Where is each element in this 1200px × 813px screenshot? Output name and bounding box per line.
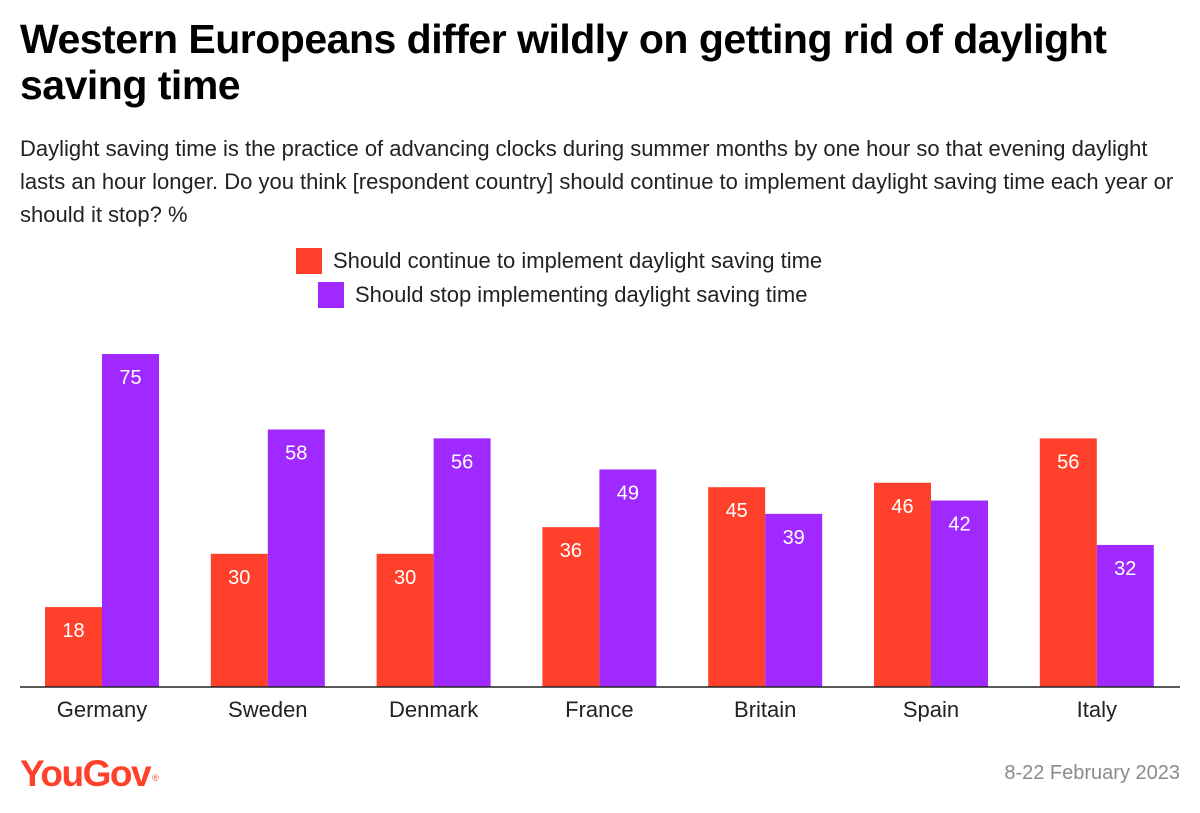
data-label-germany-continue: 18 xyxy=(62,620,84,642)
yougov-logo: YouGov ® xyxy=(20,752,159,796)
data-label-spain-stop: 42 xyxy=(948,514,970,536)
x-tick-label-france: France xyxy=(565,697,633,722)
bar-sweden-stop xyxy=(267,429,325,687)
x-tick-label-spain: Spain xyxy=(903,697,959,722)
data-label-denmark-stop: 56 xyxy=(451,451,473,473)
bar-germany-continue xyxy=(45,607,102,687)
legend-swatch-stop xyxy=(318,282,344,308)
data-label-france-stop: 49 xyxy=(617,482,639,504)
data-label-denmark-continue: 30 xyxy=(394,567,416,589)
bar-sweden-continue xyxy=(210,553,268,687)
x-tick-label-germany: Germany xyxy=(57,697,147,722)
x-tick-label-britain: Britain xyxy=(734,697,796,722)
bar-spain-continue xyxy=(874,482,931,687)
data-label-italy-stop: 32 xyxy=(1114,558,1136,580)
data-label-italy-continue: 56 xyxy=(1057,451,1079,473)
bar-britain-continue xyxy=(708,487,766,687)
bar-italy-stop xyxy=(1096,544,1154,687)
survey-date: 8-22 February 2023 xyxy=(1004,762,1180,784)
data-label-sweden-stop: 58 xyxy=(285,442,307,464)
bar-france-stop xyxy=(599,469,657,687)
data-label-germany-stop: 75 xyxy=(119,367,141,389)
bar-spain-stop xyxy=(931,500,988,687)
chart-title: Western Europeans differ wildly on getti… xyxy=(20,16,1107,108)
bar-chart: 18 75 Germany 30 58 Sweden 30 56 Denmark 36 49 Fran… xyxy=(20,354,1180,722)
yougov-logo-mark: ® xyxy=(152,773,159,783)
x-tick-label-denmark: Denmark xyxy=(389,697,479,722)
data-label-britain-continue: 45 xyxy=(726,500,748,522)
bar-italy-continue xyxy=(1039,438,1097,687)
chart-subtitle: Daylight saving time is the practice of … xyxy=(20,136,1174,227)
legend-label-continue: Should continue to implement daylight sa… xyxy=(333,248,823,273)
data-label-france-continue: 36 xyxy=(560,540,582,562)
data-label-sweden-continue: 30 xyxy=(228,567,250,589)
legend-item-continue: Should continue to implement daylight sa… xyxy=(296,248,822,274)
bar-denmark-continue xyxy=(376,553,434,687)
data-label-spain-continue: 46 xyxy=(891,496,913,518)
bar-france-continue xyxy=(542,527,600,687)
x-tick-label-italy: Italy xyxy=(1077,697,1117,722)
bar-germany-stop xyxy=(102,354,159,687)
x-tick-label-sweden: Sweden xyxy=(228,697,308,722)
yougov-logo-text: YouGov xyxy=(20,753,152,794)
bar-denmark-stop xyxy=(433,438,491,687)
legend-item-stop: Should stop implementing daylight saving… xyxy=(318,282,807,308)
legend-label-stop: Should stop implementing daylight saving… xyxy=(355,282,808,307)
legend-swatch-continue xyxy=(296,248,322,274)
bar-britain-stop xyxy=(765,513,823,687)
data-label-britain-stop: 39 xyxy=(783,527,805,549)
